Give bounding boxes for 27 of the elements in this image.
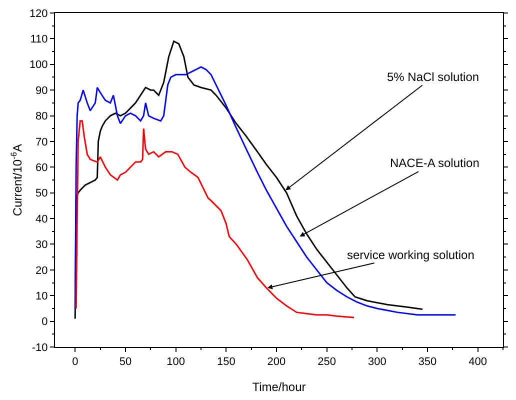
x-tick-label: 0 bbox=[72, 356, 78, 368]
y-tick-label: 70 bbox=[36, 136, 48, 148]
y-tick-label: 120 bbox=[29, 8, 48, 20]
annotation: 5% NaCl solution bbox=[387, 70, 480, 84]
x-tick-label: 250 bbox=[318, 356, 336, 368]
x-tick-label: 100 bbox=[166, 356, 185, 368]
y-tick-label: 110 bbox=[30, 34, 48, 46]
y-tick-label: 0 bbox=[42, 316, 48, 328]
y-tick-label: 100 bbox=[29, 59, 48, 72]
y-tick-label: 90 bbox=[36, 84, 48, 97]
y-tick-label: 30 bbox=[36, 239, 48, 252]
x-tick-label: 300 bbox=[368, 356, 386, 368]
y-tick-label: 40 bbox=[36, 213, 48, 226]
x-tick-label: 50 bbox=[119, 356, 132, 368]
x-tick-label: 150 bbox=[216, 356, 236, 368]
annotation: service working solution bbox=[347, 248, 474, 262]
annotation: NACE-A solution bbox=[390, 156, 480, 170]
y-tick-label: 10 bbox=[36, 290, 48, 302]
x-axis-title: Time/hour bbox=[252, 380, 306, 394]
y-tick-label: -10 bbox=[32, 342, 48, 354]
y-tick-label: 50 bbox=[36, 188, 48, 200]
x-tick-label: 200 bbox=[267, 356, 286, 368]
y-tick-label: 20 bbox=[36, 264, 48, 277]
x-tick-label: 400 bbox=[468, 356, 488, 368]
y-tick-label: 80 bbox=[36, 110, 48, 123]
y-tick-label: 60 bbox=[36, 162, 48, 174]
x-tick-label: 350 bbox=[418, 356, 437, 368]
